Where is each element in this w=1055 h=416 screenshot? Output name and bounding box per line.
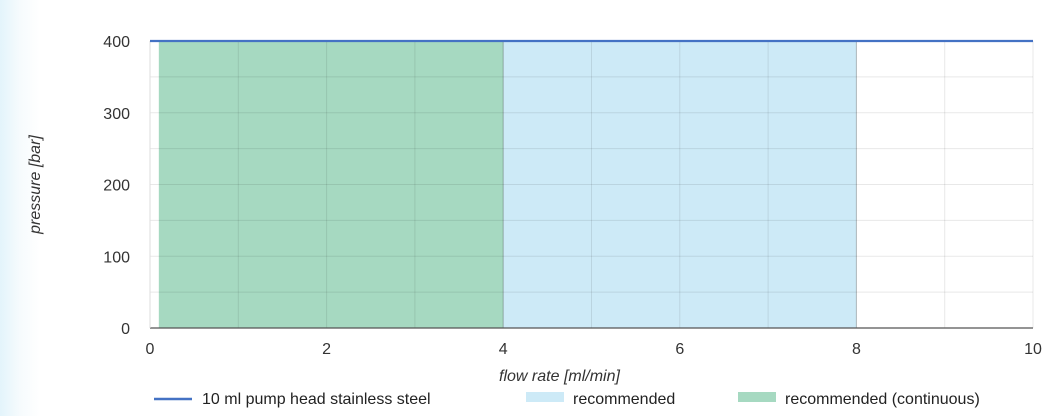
legend-swatch (738, 392, 776, 402)
legend: 10 ml pump head stainless steel recommend… (154, 391, 980, 408)
y-tick-label: 0 (121, 321, 130, 338)
legend-item: recommended (continuous) (738, 391, 980, 408)
x-axis-title: flow rate [ml/min] (499, 368, 620, 385)
legend-item: recommended (526, 391, 675, 408)
y-tick-label: 200 (103, 178, 130, 195)
y-axis-title: pressure [bar] (27, 135, 44, 235)
y-tick-label: 300 (103, 106, 130, 123)
x-tick-label: 6 (675, 341, 684, 358)
x-tick-label: 8 (852, 341, 861, 358)
band-recommended (503, 41, 857, 328)
legend-label: recommended (573, 391, 675, 408)
x-tick-label: 10 (1024, 341, 1042, 358)
legend-label: 10 ml pump head stainless steel (202, 391, 431, 408)
legend-label: recommended (continuous) (785, 391, 980, 408)
y-tick-label: 400 (103, 34, 130, 51)
y-tick-label: 100 (103, 249, 130, 266)
band-recommended-continuous (158, 41, 504, 328)
legend-swatch (526, 392, 564, 402)
x-tick-label: 2 (322, 341, 331, 358)
x-tick-label: 0 (146, 341, 155, 358)
legend-item: 10 ml pump head stainless steel (154, 391, 431, 408)
x-tick-label: 4 (499, 341, 508, 358)
range-bands (158, 41, 857, 328)
axes (149, 41, 1033, 329)
